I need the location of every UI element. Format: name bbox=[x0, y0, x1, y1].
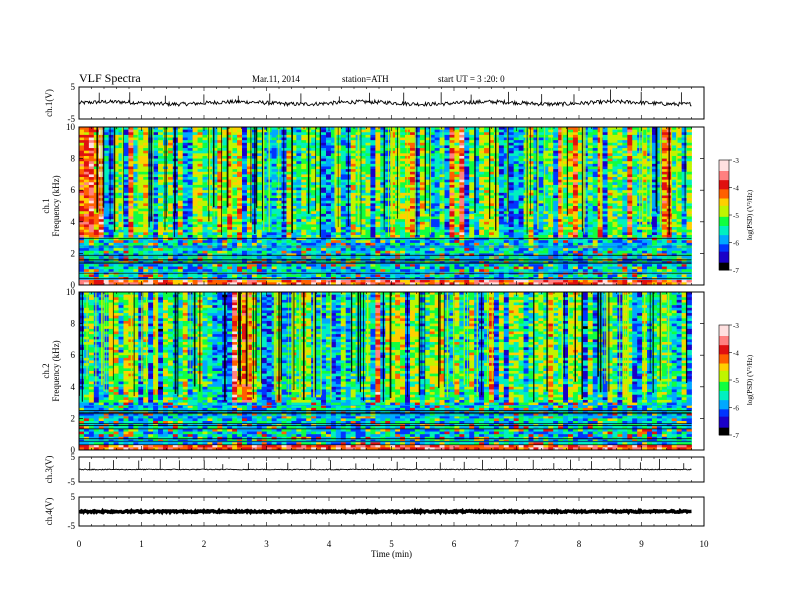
ch2-spectrogram-ytick-label: 0 bbox=[71, 445, 76, 455]
x-tick-label: 5 bbox=[389, 539, 394, 549]
x-tick-label: 9 bbox=[639, 539, 644, 549]
ch2-spectrogram-colorbar bbox=[718, 324, 732, 436]
ch2-spectrogram-colorbar-label: log(PSD) (V²/Hz) bbox=[746, 354, 754, 405]
ch1-waveform-trace bbox=[78, 98, 692, 108]
ch3-waveform-ytick-label: -5 bbox=[68, 477, 76, 487]
x-tick-label: 4 bbox=[327, 539, 332, 549]
ch1-spectrogram-colorbar-tick: -4 bbox=[733, 185, 739, 193]
ch1-spectrogram-ytick-label: 4 bbox=[71, 217, 76, 227]
start-time-label: start UT = 3 :20: 0 bbox=[438, 74, 505, 84]
ch2-spectrogram-colorbar-tick: -3 bbox=[733, 322, 739, 330]
ch1-spectrogram-colorbar-label: log(PSD) (V²/Hz) bbox=[746, 189, 754, 240]
ch1-spectrogram-colorbar bbox=[718, 159, 732, 271]
x-axis-label: Time (min) bbox=[371, 549, 412, 559]
x-tick-label: 0 bbox=[77, 539, 82, 549]
ch1-spectrogram-colorbar-tick: -5 bbox=[733, 212, 739, 220]
ch1-waveform-ylabel: ch.1(V) bbox=[44, 89, 54, 117]
ch1-spectrogram-ytick-label: 6 bbox=[71, 185, 76, 195]
ch1-spectrogram-colorbar-tick: -7 bbox=[733, 267, 739, 275]
x-tick-label: 8 bbox=[577, 539, 582, 549]
ch4-waveform-trace bbox=[78, 507, 692, 516]
ch2-spectrogram-colorbar-tick: -5 bbox=[733, 377, 739, 385]
ch2-spectrogram-colorbar-tick: -7 bbox=[733, 432, 739, 440]
station-label: station=ATH bbox=[342, 74, 389, 84]
ch1-spectrogram-image bbox=[79, 127, 692, 286]
ch2-spectrogram-ylabel-frequency: Frequency (kHz) bbox=[51, 340, 61, 401]
chart-title: VLF Spectra bbox=[79, 71, 141, 85]
x-tick-label: 7 bbox=[514, 539, 519, 549]
ch2-spectrogram-ytick-label: 6 bbox=[71, 350, 76, 360]
ch1-waveform-ytick-label: -5 bbox=[68, 114, 76, 124]
ch1-spectrogram-ylabel-frequency: Frequency (kHz) bbox=[51, 175, 61, 236]
date-label: Mar.11, 2014 bbox=[252, 74, 300, 84]
ch4-waveform-ylabel: ch.4(V) bbox=[44, 498, 54, 526]
ch3-waveform-ylabel: ch.3(V) bbox=[44, 456, 54, 484]
ch1-spectrogram-ytick-label: 10 bbox=[66, 122, 76, 132]
ch3-waveform-ytick-label: 5 bbox=[71, 452, 76, 462]
ch2-spectrogram-colorbar-tick: -6 bbox=[733, 405, 739, 413]
ch3-waveform-trace bbox=[78, 468, 692, 471]
ch1-spectrogram-colorbar-tick: -6 bbox=[733, 240, 739, 248]
ch1-spectrogram-ytick-label: 8 bbox=[71, 154, 76, 164]
x-tick-label: 6 bbox=[452, 539, 457, 549]
x-tick-label: 2 bbox=[202, 539, 207, 549]
ch2-spectrogram-colorbar-tick: -4 bbox=[733, 350, 739, 358]
ch2-spectrogram-ytick-label: 8 bbox=[71, 319, 76, 329]
ch4-waveform-ytick-label: -5 bbox=[68, 521, 76, 531]
ch2-spectrogram-ytick-label: 10 bbox=[66, 287, 76, 297]
ch1-spectrogram-ytick-label: 2 bbox=[71, 248, 76, 258]
ch1-spectrogram-ylabel-channel: ch.1 bbox=[41, 198, 51, 213]
ch2-spectrogram-ylabel-channel: ch.2 bbox=[41, 363, 51, 378]
ch1-spectrogram-colorbar-tick: -3 bbox=[733, 157, 739, 165]
ch2-spectrogram-ytick-label: 4 bbox=[71, 382, 76, 392]
ch1-spectrogram-ytick-label: 0 bbox=[71, 280, 76, 290]
x-tick-label: 1 bbox=[139, 539, 144, 549]
ch4-waveform-ytick-label: 5 bbox=[71, 492, 76, 502]
ch1-waveform-ytick-label: 5 bbox=[71, 82, 76, 92]
x-tick-label: 10 bbox=[700, 539, 710, 549]
ch2-spectrogram-ytick-label: 2 bbox=[71, 413, 76, 423]
x-tick-label: 3 bbox=[264, 539, 269, 549]
ch2-spectrogram-image bbox=[78, 292, 692, 451]
